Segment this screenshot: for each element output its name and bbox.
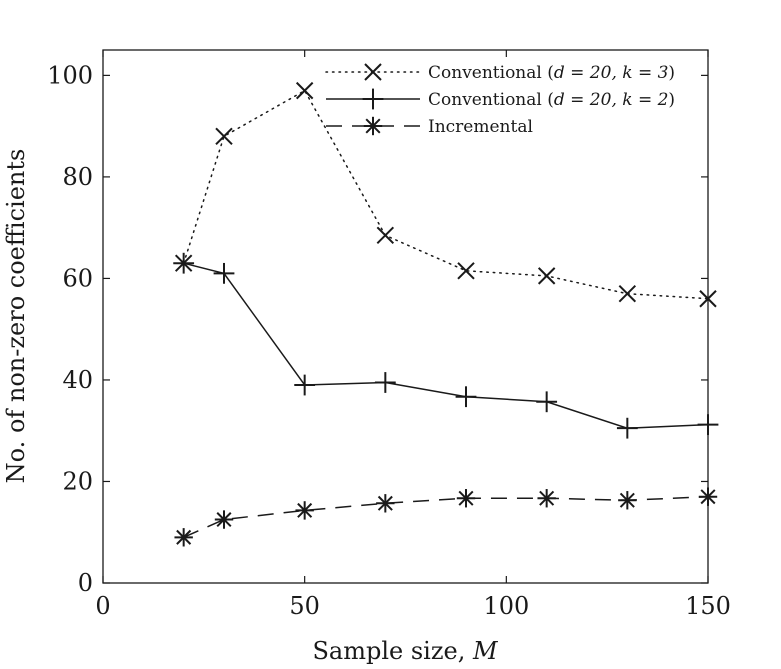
data-point-0-1 bbox=[215, 127, 233, 146]
data-point-1-2 bbox=[294, 374, 316, 396]
data-point-1-6 bbox=[616, 417, 638, 439]
data-point-0-4 bbox=[457, 262, 475, 280]
x-tick-label: 100 bbox=[483, 592, 529, 620]
data-point-2-7 bbox=[698, 487, 718, 506]
x-tick-label: 50 bbox=[289, 592, 320, 620]
data-point-0-5 bbox=[537, 267, 556, 285]
data-point-0-7 bbox=[699, 290, 717, 308]
data-point-1-3 bbox=[374, 372, 396, 393]
data-point-2-4 bbox=[456, 489, 476, 508]
data-point-1-5 bbox=[536, 391, 558, 413]
series-line-0 bbox=[182, 89, 709, 300]
data-point-0-3 bbox=[376, 226, 395, 244]
data-point-1-1 bbox=[213, 262, 235, 284]
series-line-1 bbox=[183, 262, 709, 429]
legend-label-2: Incremental bbox=[428, 117, 533, 137]
legend-label-1: Conventional (d = 20, k = 2) bbox=[428, 90, 675, 110]
data-point-0-6 bbox=[618, 284, 637, 303]
data-point-1-7 bbox=[697, 414, 719, 436]
plot-area bbox=[102, 49, 709, 584]
data-point-1-0 bbox=[173, 252, 195, 274]
legend-label-0: Conventional (d = 20, k = 3) bbox=[428, 63, 675, 83]
y-tick-label: 0 bbox=[78, 569, 93, 597]
data-point-2-2 bbox=[295, 501, 314, 520]
data-point-2-1 bbox=[214, 510, 234, 529]
y-tick-label: 80 bbox=[62, 163, 93, 191]
y-tick-label: 20 bbox=[62, 467, 93, 495]
y-tick-label: 100 bbox=[47, 61, 93, 89]
x-tick-label: 0 bbox=[95, 592, 110, 620]
series-layer bbox=[173, 81, 719, 547]
y-tick-label: 60 bbox=[62, 264, 93, 292]
axis-ticks: 0 50 100 150 0 20 40 60 80 100 bbox=[47, 50, 731, 620]
y-axis-label: No. of non-zero coefficients bbox=[2, 149, 30, 484]
legend: Conventional (d = 20, k = 3) Conventiona… bbox=[325, 63, 675, 137]
data-point-2-6 bbox=[618, 491, 637, 510]
data-point-2-0 bbox=[174, 528, 193, 547]
series-0 bbox=[174, 81, 717, 308]
legend-marker-1 bbox=[362, 88, 384, 110]
y-tick-label: 40 bbox=[62, 366, 93, 394]
data-point-1-4 bbox=[455, 386, 477, 408]
x-axis-label: Sample size, M bbox=[312, 637, 498, 665]
series-line-2 bbox=[183, 495, 709, 538]
data-point-0-2 bbox=[295, 81, 314, 100]
legend-marker-0 bbox=[364, 63, 382, 81]
legend-marker-2 bbox=[363, 116, 383, 136]
data-point-2-5 bbox=[537, 489, 556, 508]
series-2 bbox=[174, 487, 718, 547]
x-tick-label: 150 bbox=[685, 592, 731, 620]
series-1 bbox=[173, 252, 719, 439]
data-point-2-3 bbox=[376, 494, 395, 513]
